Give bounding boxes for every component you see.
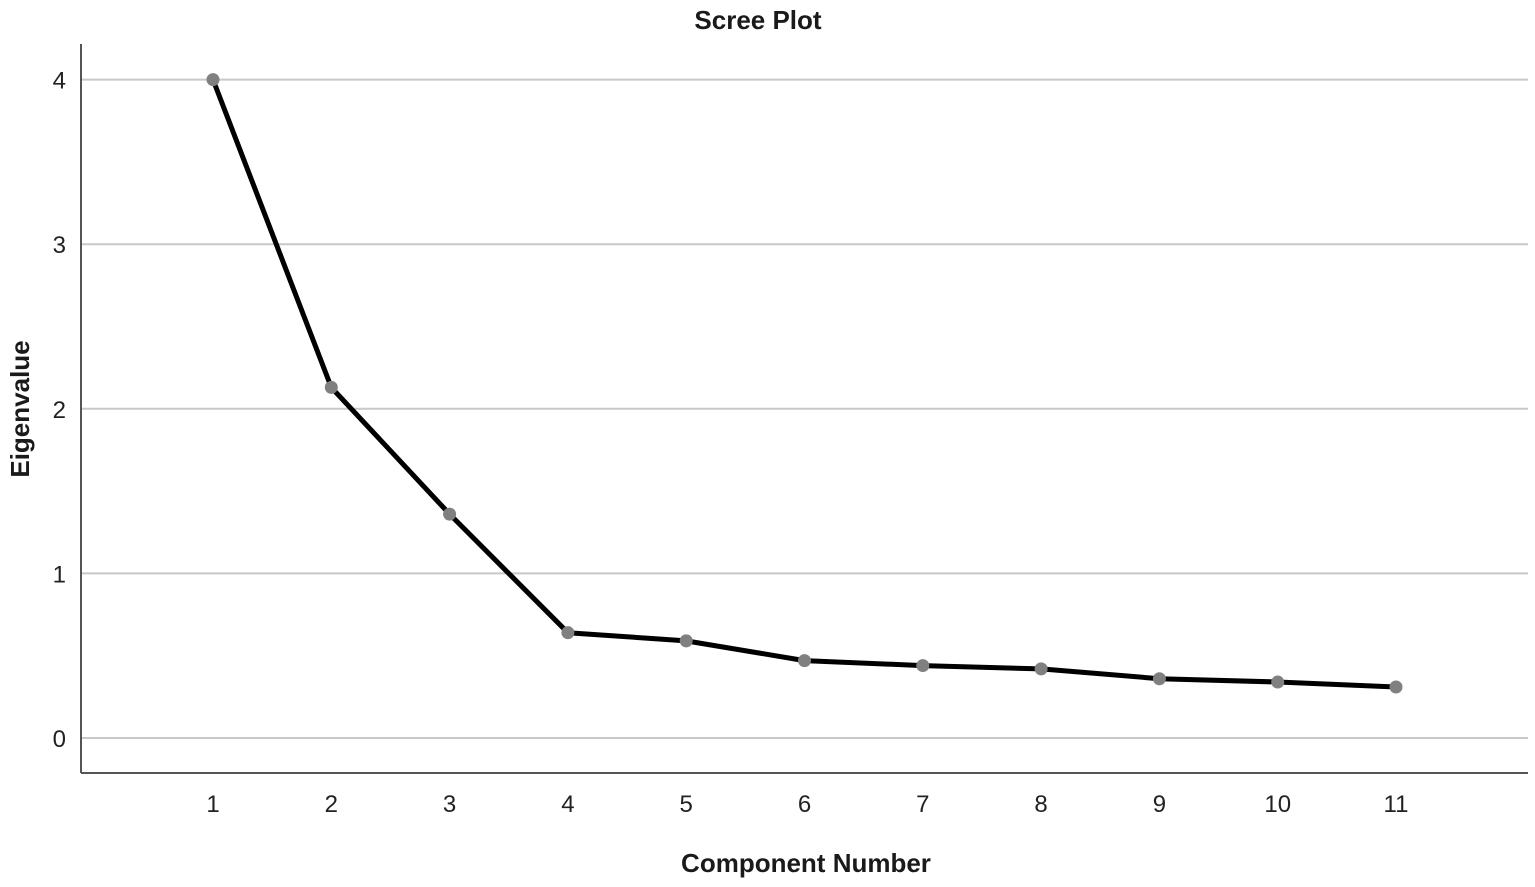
data-point-component-7[interactable] [916, 659, 930, 673]
data-point-component-2[interactable] [324, 380, 338, 394]
y-tick-label: 0 [53, 726, 66, 753]
y-tick-labels: 0 1 2 3 4 [53, 68, 66, 753]
x-tick-label: 3 [443, 791, 456, 818]
x-tick-label: 4 [561, 791, 574, 818]
data-point-component-1[interactable] [206, 73, 220, 87]
x-axis-title: Component Number [681, 848, 931, 878]
x-tick-label: 2 [325, 791, 338, 818]
y-axis-title: Eigenvalue [5, 340, 35, 477]
x-tick-labels: 1 2 3 4 5 6 7 8 9 10 11 [206, 791, 1408, 818]
data-points [206, 73, 1403, 694]
y-tick-label: 3 [53, 232, 66, 259]
x-tick-label: 10 [1264, 791, 1291, 818]
data-point-component-9[interactable] [1152, 672, 1166, 686]
y-tick-label: 2 [53, 397, 66, 424]
axes [80, 44, 1528, 774]
x-tick-label: 11 [1384, 791, 1409, 818]
chart-title: Scree Plot [694, 5, 822, 35]
y-tick-label: 1 [53, 561, 66, 588]
x-tick-label: 5 [680, 791, 693, 818]
series [210, 77, 1399, 690]
x-tick-label: 9 [1153, 791, 1166, 818]
x-tick-label: 8 [1034, 791, 1047, 818]
x-tick-label: 7 [916, 791, 929, 818]
series-line-eigenvalue [210, 77, 1399, 690]
data-point-component-6[interactable] [798, 654, 811, 668]
x-tick-label: 6 [798, 791, 811, 818]
gridlines [81, 78, 1528, 739]
data-point-component-4[interactable] [561, 626, 575, 640]
data-point-component-5[interactable] [679, 634, 693, 648]
data-point-component-11[interactable] [1389, 680, 1403, 694]
data-point-component-8[interactable] [1034, 662, 1048, 676]
x-tick-label: 1 [206, 791, 219, 818]
y-tick-label: 4 [53, 68, 66, 95]
data-point-component-3[interactable] [443, 507, 457, 521]
data-point-component-10[interactable] [1271, 675, 1285, 689]
